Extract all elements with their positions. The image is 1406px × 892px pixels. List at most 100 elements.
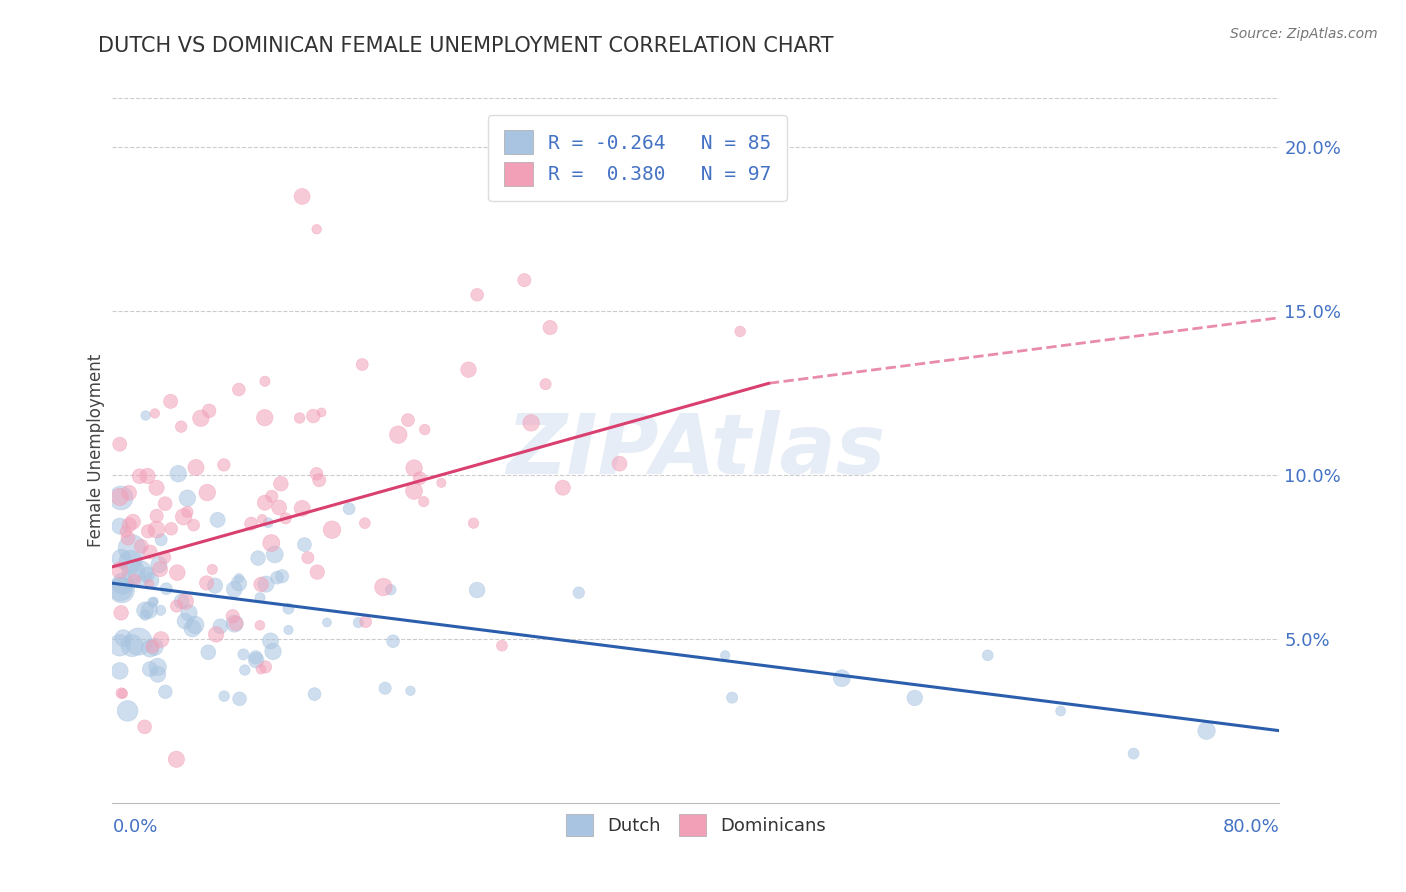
Point	[146, 667, 169, 681]
Point	[110, 491, 132, 505]
Point	[135, 409, 157, 423]
Point	[240, 516, 263, 531]
Point	[354, 615, 377, 629]
Point	[387, 427, 409, 442]
Point	[373, 580, 395, 594]
Point	[111, 583, 134, 598]
Point	[170, 594, 193, 608]
Point	[831, 671, 853, 685]
Point	[302, 409, 325, 423]
Point	[136, 524, 159, 539]
Point	[260, 489, 283, 503]
Point	[122, 515, 145, 529]
Point	[166, 566, 188, 580]
Point	[108, 437, 131, 451]
Point	[118, 485, 141, 500]
Point	[176, 491, 198, 505]
Point	[412, 494, 434, 508]
Point	[274, 511, 297, 525]
Point	[294, 538, 316, 552]
Point	[228, 571, 250, 585]
Point	[145, 508, 167, 523]
Point	[728, 325, 751, 339]
Point	[409, 471, 432, 485]
Point	[382, 634, 405, 648]
Point	[402, 461, 425, 475]
Point	[291, 501, 314, 516]
Point	[254, 660, 277, 674]
Point	[195, 485, 218, 500]
Point	[134, 607, 156, 622]
Point	[245, 650, 267, 665]
Point	[260, 536, 283, 550]
Point	[291, 189, 314, 203]
Point	[353, 516, 375, 531]
Point	[114, 524, 136, 539]
Point	[513, 273, 536, 287]
Point	[108, 519, 131, 533]
Point	[347, 615, 370, 630]
Point	[111, 686, 134, 700]
Point	[254, 577, 277, 591]
Legend: Dutch, Dominicans: Dutch, Dominicans	[558, 806, 834, 843]
Point	[465, 582, 488, 597]
Point	[305, 222, 328, 236]
Point	[721, 690, 744, 705]
Point	[143, 406, 166, 420]
Point	[222, 609, 245, 624]
Point	[209, 619, 232, 633]
Point	[253, 374, 276, 388]
Point	[142, 595, 165, 609]
Point	[520, 416, 543, 430]
Point	[321, 523, 343, 537]
Point	[112, 631, 135, 645]
Point	[183, 518, 205, 533]
Point	[166, 599, 188, 613]
Point	[177, 606, 200, 620]
Point	[110, 551, 132, 566]
Point	[146, 660, 169, 674]
Point	[277, 623, 299, 637]
Point	[249, 618, 271, 632]
Point	[201, 562, 224, 576]
Point	[551, 481, 574, 495]
Point	[108, 563, 131, 577]
Point	[190, 411, 212, 425]
Point	[337, 501, 360, 516]
Point	[308, 473, 330, 487]
Text: 80.0%: 80.0%	[1223, 818, 1279, 837]
Point	[174, 594, 197, 608]
Point	[249, 591, 271, 605]
Point	[207, 513, 229, 527]
Point	[233, 663, 256, 677]
Point	[139, 545, 162, 559]
Text: 0.0%: 0.0%	[112, 818, 157, 837]
Point	[198, 404, 221, 418]
Point	[131, 539, 153, 553]
Point	[714, 648, 737, 663]
Point	[108, 664, 131, 678]
Point	[538, 320, 561, 334]
Point	[225, 616, 247, 631]
Point	[167, 467, 190, 481]
Text: Source: ZipAtlas.com: Source: ZipAtlas.com	[1230, 27, 1378, 41]
Point	[141, 640, 163, 654]
Point	[117, 531, 139, 545]
Point	[463, 516, 485, 530]
Point	[305, 467, 328, 481]
Point	[250, 662, 273, 676]
Point	[380, 582, 402, 597]
Point	[465, 287, 488, 301]
Point	[352, 358, 374, 372]
Point	[228, 576, 250, 591]
Point	[129, 566, 152, 580]
Point	[120, 555, 142, 569]
Point	[128, 469, 150, 483]
Point	[122, 565, 145, 579]
Point	[138, 603, 160, 617]
Point	[139, 641, 162, 656]
Point	[110, 606, 132, 620]
Point	[197, 645, 219, 659]
Point	[568, 585, 591, 599]
Text: ZIPAtlas: ZIPAtlas	[506, 410, 886, 491]
